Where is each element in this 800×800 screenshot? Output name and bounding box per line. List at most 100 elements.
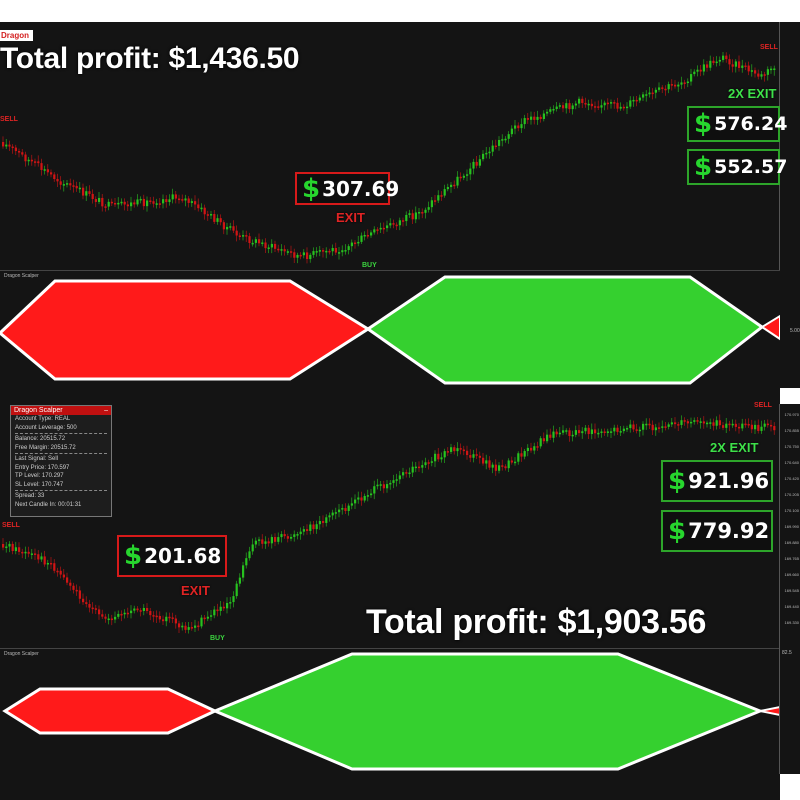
candle-body [597,106,600,108]
candle-body [213,609,216,616]
candle-body [478,455,481,458]
candle-body [584,102,587,105]
candle-body [40,163,43,170]
candle-body [14,547,17,552]
candle-body [171,617,174,619]
candle-body [581,431,584,434]
candle-body [549,109,552,112]
candle-body [149,611,152,616]
candle-body [453,447,456,452]
candle-body [331,512,334,516]
candle-body [238,235,241,237]
candle-body [469,455,472,458]
candle-body [210,214,213,216]
dollar-icon: $ [668,466,687,496]
candle-body [200,617,203,627]
candle-body [475,161,478,166]
candle-body [162,199,165,204]
candle-body [325,517,328,523]
candle-body [139,610,142,612]
candle-body [178,198,181,201]
candle-body [757,424,760,431]
panel-header[interactable]: Dragon Scalper – [11,406,111,415]
candle-body [533,446,536,451]
dragon-scalper-panel[interactable]: Dragon Scalper – Account Type: REAL Acco… [10,405,112,517]
candle-body [152,201,155,204]
indicator-top: Dragon Scalper [0,270,780,389]
candle-body [331,248,334,252]
candle-body [760,74,763,77]
candle-body [523,451,526,457]
sell-label-bottom: SELL [754,402,772,409]
candle-body [123,612,126,615]
candle-body [299,531,302,535]
candle-body [392,480,395,483]
candle-body [366,495,369,497]
candle-body [629,424,632,429]
dollar-icon: $ [124,541,143,571]
candle-body [18,547,21,552]
candle-body [728,423,731,426]
candle-body [78,187,81,190]
candle-body [472,161,475,169]
sell-signal-left-top: SELL [0,116,18,123]
candle-body [270,243,273,248]
y-tick: 170.750 [784,444,799,449]
candle-body [568,430,571,437]
minimize-icon[interactable]: – [104,407,108,414]
candle-body [635,99,638,102]
candle-body [251,242,254,245]
candle-body [715,420,718,426]
candle-body [683,420,686,422]
tp-level: TP Level: 170.297 [15,473,64,479]
candle-body [30,159,33,162]
candle-body [280,534,283,538]
candle-body [203,207,206,215]
indicator-shapes-top [0,275,780,385]
candle-body [648,423,651,426]
candle-body [274,537,277,542]
candle-body [357,497,360,500]
candle-body [549,434,552,438]
candle-body [597,432,600,435]
candle-body [78,590,81,599]
candle-body [37,161,40,164]
candle-body [645,94,648,96]
candle-body [72,585,75,590]
candle-body [168,616,171,619]
price-chart-top[interactable] [0,22,780,270]
candle-body [8,543,11,547]
candle-body [475,454,478,456]
candle-body [741,65,744,68]
candle-body [578,98,581,104]
candle-body [299,254,302,257]
candle-body [654,89,657,93]
candle-body [722,55,725,60]
candle-body [174,194,177,199]
profit-value: 921.96 [688,469,770,493]
candle-body [603,102,606,106]
candle-body [507,460,510,469]
candle-body [658,87,661,90]
candle-body [600,105,603,108]
sl-level: SL Level: 170.747 [15,481,64,488]
candle-body [107,201,110,207]
candle-body [158,203,161,205]
candle-body [571,105,574,110]
y-tick: 170.640 [784,460,799,465]
candle-body [539,116,542,119]
candle-body [258,539,261,541]
candle-body [114,202,117,205]
candle-body [443,189,446,196]
candle-body [427,207,430,210]
candle-body [766,423,769,426]
candle-body [674,422,677,425]
candle-body [632,99,635,102]
candle-body [414,466,417,469]
candle-body [338,509,341,513]
price-chart-bottom[interactable] [0,404,780,648]
y-tick: 169.990 [784,524,799,529]
profit-box-2x-a-top: $576.24 [687,106,787,142]
candle-body [88,604,91,608]
candle-body [562,105,565,109]
